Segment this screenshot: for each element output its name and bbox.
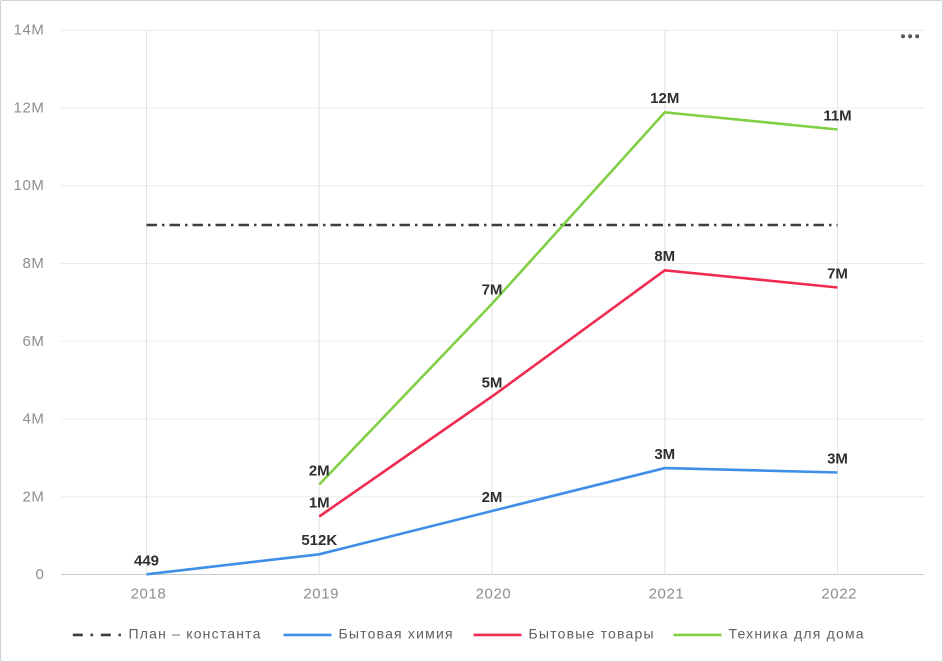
svg-text:0: 0: [36, 566, 45, 583]
svg-text:8M: 8M: [22, 255, 44, 272]
svg-text:6M: 6M: [22, 333, 44, 350]
svg-text:449: 449: [134, 552, 159, 569]
svg-text:2018: 2018: [131, 586, 167, 603]
svg-text:2019: 2019: [303, 586, 339, 603]
svg-text:7M: 7M: [482, 282, 503, 299]
svg-text:Бытовые товары: Бытовые товары: [529, 625, 655, 641]
svg-text:3M: 3M: [654, 446, 675, 463]
svg-text:512K: 512K: [301, 532, 337, 549]
svg-text:План – константа: План – константа: [129, 625, 262, 641]
svg-text:5M: 5M: [482, 374, 503, 391]
svg-text:7M: 7M: [827, 265, 848, 282]
svg-text:Бытовая химия: Бытовая химия: [339, 625, 454, 641]
svg-text:2020: 2020: [476, 586, 512, 603]
svg-text:2M: 2M: [309, 462, 330, 479]
svg-text:3M: 3M: [827, 450, 848, 467]
svg-text:2022: 2022: [821, 586, 857, 603]
svg-text:14M: 14M: [14, 22, 45, 39]
svg-text:12M: 12M: [650, 90, 679, 107]
svg-text:4M: 4M: [22, 411, 44, 428]
svg-text:12M: 12M: [14, 100, 45, 117]
svg-text:11M: 11M: [823, 107, 851, 124]
svg-text:2021: 2021: [649, 586, 685, 603]
svg-text:Техника для дома: Техника для дома: [729, 625, 865, 641]
svg-text:8M: 8M: [654, 248, 675, 265]
svg-text:1M: 1M: [309, 494, 330, 511]
svg-text:2M: 2M: [482, 489, 503, 506]
svg-text:2M: 2M: [22, 488, 44, 505]
svg-text:10M: 10M: [14, 177, 45, 194]
